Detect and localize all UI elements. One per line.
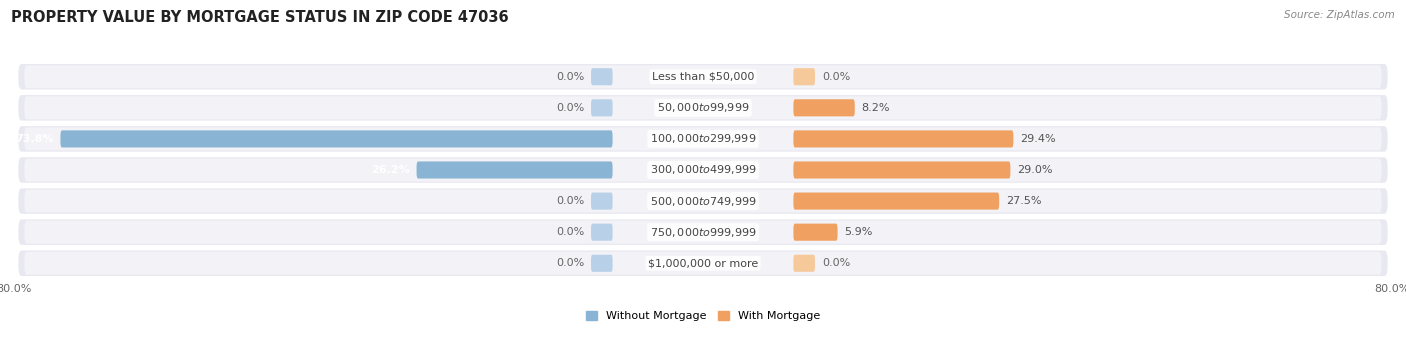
FancyBboxPatch shape	[793, 192, 1000, 210]
FancyBboxPatch shape	[793, 224, 838, 241]
Text: Source: ZipAtlas.com: Source: ZipAtlas.com	[1284, 10, 1395, 20]
FancyBboxPatch shape	[24, 65, 1382, 88]
Text: 26.2%: 26.2%	[371, 165, 409, 175]
FancyBboxPatch shape	[18, 95, 1388, 121]
Text: 8.2%: 8.2%	[862, 103, 890, 113]
FancyBboxPatch shape	[793, 99, 855, 116]
Text: 29.4%: 29.4%	[1021, 134, 1056, 144]
FancyBboxPatch shape	[591, 68, 613, 85]
Text: 27.5%: 27.5%	[1007, 196, 1042, 206]
FancyBboxPatch shape	[18, 188, 1388, 214]
FancyBboxPatch shape	[18, 157, 1388, 183]
Legend: Without Mortgage, With Mortgage: Without Mortgage, With Mortgage	[586, 311, 820, 321]
FancyBboxPatch shape	[18, 219, 1388, 245]
Text: 29.0%: 29.0%	[1018, 165, 1053, 175]
Text: $50,000 to $99,999: $50,000 to $99,999	[657, 101, 749, 114]
FancyBboxPatch shape	[24, 96, 1382, 119]
Text: Less than $50,000: Less than $50,000	[652, 72, 754, 82]
FancyBboxPatch shape	[18, 251, 1388, 276]
Text: $100,000 to $299,999: $100,000 to $299,999	[650, 132, 756, 146]
Text: 0.0%: 0.0%	[555, 227, 583, 237]
FancyBboxPatch shape	[793, 255, 815, 272]
FancyBboxPatch shape	[793, 130, 1014, 148]
FancyBboxPatch shape	[24, 252, 1382, 275]
Text: 0.0%: 0.0%	[555, 196, 583, 206]
Text: 0.0%: 0.0%	[823, 72, 851, 82]
Text: 0.0%: 0.0%	[823, 258, 851, 268]
FancyBboxPatch shape	[18, 64, 1388, 89]
FancyBboxPatch shape	[591, 99, 613, 116]
FancyBboxPatch shape	[24, 158, 1382, 182]
Text: 0.0%: 0.0%	[555, 72, 583, 82]
FancyBboxPatch shape	[24, 190, 1382, 212]
Text: 0.0%: 0.0%	[555, 258, 583, 268]
Text: 0.0%: 0.0%	[555, 103, 583, 113]
FancyBboxPatch shape	[793, 162, 1011, 178]
FancyBboxPatch shape	[591, 255, 613, 272]
FancyBboxPatch shape	[416, 162, 613, 178]
FancyBboxPatch shape	[24, 221, 1382, 244]
FancyBboxPatch shape	[24, 128, 1382, 150]
Text: PROPERTY VALUE BY MORTGAGE STATUS IN ZIP CODE 47036: PROPERTY VALUE BY MORTGAGE STATUS IN ZIP…	[11, 10, 509, 25]
Text: $750,000 to $999,999: $750,000 to $999,999	[650, 226, 756, 239]
Text: $300,000 to $499,999: $300,000 to $499,999	[650, 164, 756, 176]
FancyBboxPatch shape	[60, 130, 613, 148]
FancyBboxPatch shape	[793, 68, 815, 85]
FancyBboxPatch shape	[591, 224, 613, 241]
Text: 73.8%: 73.8%	[15, 134, 53, 144]
FancyBboxPatch shape	[18, 126, 1388, 152]
Text: 5.9%: 5.9%	[845, 227, 873, 237]
FancyBboxPatch shape	[591, 192, 613, 210]
Text: $1,000,000 or more: $1,000,000 or more	[648, 258, 758, 268]
Text: $500,000 to $749,999: $500,000 to $749,999	[650, 194, 756, 208]
